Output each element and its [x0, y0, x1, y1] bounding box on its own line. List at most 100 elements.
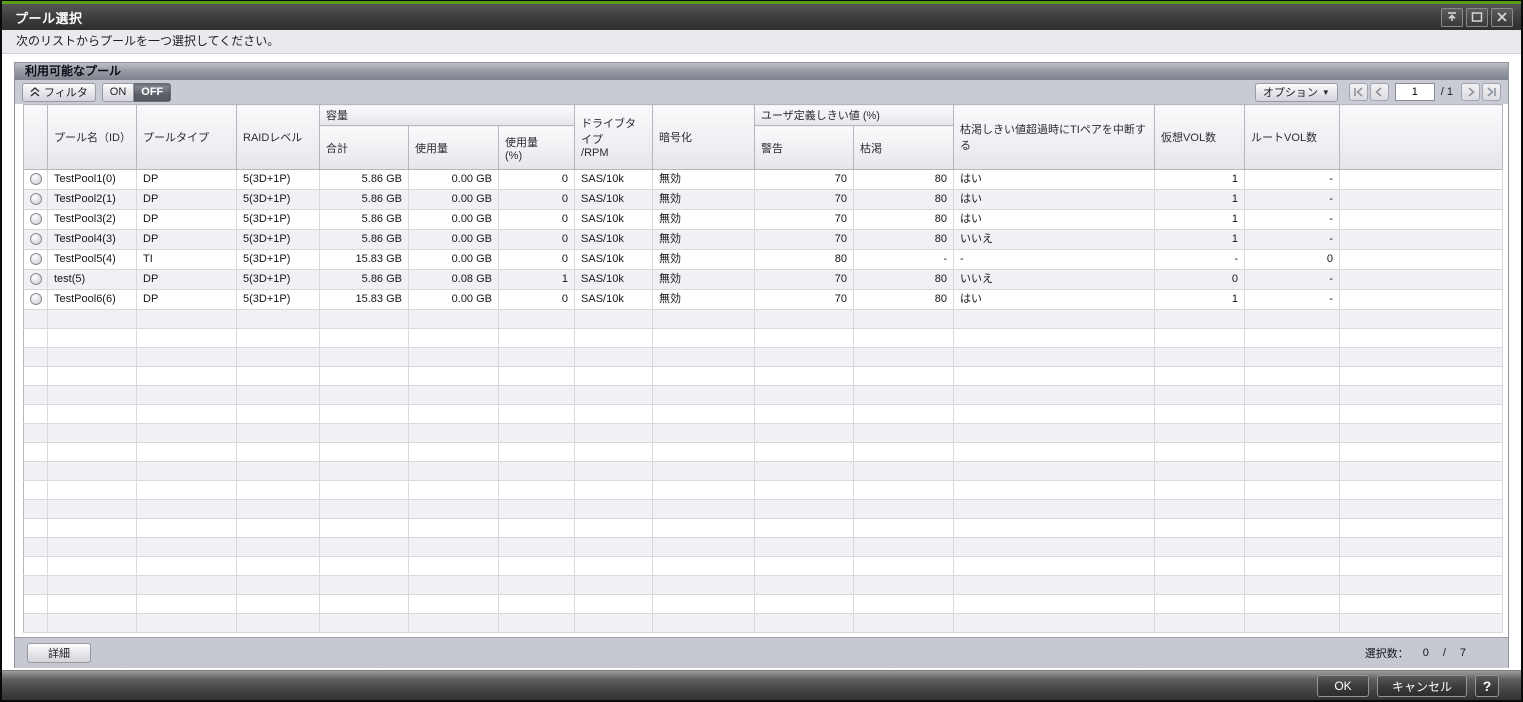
detail-button[interactable]: 詳細: [27, 643, 91, 663]
pool-row[interactable]: TestPool6(6) DP 5(3D+1P) 15.83 GB 0.00 GB 0 SA…: [23, 289, 1504, 310]
toolbar-right: オプション ▼ /: [1254, 82, 1501, 102]
cell-total: 15.83 GB: [319, 289, 409, 310]
empty-cell: [652, 328, 756, 348]
pool-row[interactable]: test(5) DP 5(3D+1P) 5.86 GB 0.08 GB 1 SAS/10k 無…: [23, 269, 1504, 290]
header-used-pct[interactable]: 使用量 (%): [498, 125, 576, 170]
ok-button[interactable]: OK: [1316, 675, 1369, 697]
pool-radio[interactable]: [29, 233, 42, 246]
empty-cell: [319, 347, 409, 367]
maximize-button[interactable]: [1466, 7, 1488, 27]
header-warning[interactable]: 警告: [754, 125, 855, 170]
cell-root_vols: -: [1244, 229, 1341, 250]
empty-cell: [652, 556, 756, 576]
cell-type: DP: [136, 189, 237, 210]
empty-row: [23, 518, 1504, 538]
empty-cell: [1154, 537, 1246, 557]
maximize-icon: [1471, 12, 1483, 22]
empty-cell: [652, 575, 756, 595]
empty-cell: [498, 613, 576, 633]
next-page-button[interactable]: [1461, 83, 1480, 101]
cell-drive: SAS/10k: [574, 229, 654, 250]
pool-row[interactable]: TestPool3(2) DP 5(3D+1P) 5.86 GB 0.00 GB 0 SAS…: [23, 209, 1504, 230]
header-pool-type[interactable]: プールタイプ: [136, 104, 237, 170]
cell-encryption: 無効: [652, 289, 756, 310]
empty-cell: [319, 442, 409, 462]
cell-suspend_ti: はい: [953, 209, 1156, 230]
empty-cell: [136, 480, 237, 500]
close-button[interactable]: [1491, 7, 1513, 27]
pool-radio[interactable]: [29, 173, 42, 186]
cancel-button[interactable]: キャンセル: [1376, 675, 1467, 697]
header-raid-level[interactable]: RAIDレベル: [236, 104, 320, 170]
pool-row[interactable]: TestPool1(0) DP 5(3D+1P) 5.86 GB 0.00 GB 0 SAS…: [23, 169, 1504, 190]
cell-used: 0.00 GB: [408, 289, 499, 310]
filter-on-button[interactable]: ON: [101, 82, 135, 102]
empty-cell: [652, 594, 756, 614]
cell-depletion: 80: [853, 269, 955, 290]
filter-button[interactable]: フィルタ: [22, 82, 96, 102]
empty-cell: [1339, 518, 1504, 538]
pool-radio[interactable]: [29, 253, 42, 266]
pool-radio[interactable]: [29, 193, 42, 206]
header-total[interactable]: 合計: [319, 125, 409, 170]
empty-cell: [319, 613, 409, 633]
prev-page-button[interactable]: [1369, 83, 1389, 101]
collapse-button[interactable]: [1441, 7, 1463, 27]
page-number-input[interactable]: [1394, 83, 1435, 101]
header-virtual-vols[interactable]: 仮想VOL数: [1154, 104, 1246, 170]
cell-filler: [1339, 169, 1504, 190]
cell-virtual_vols: 1: [1154, 229, 1246, 250]
empty-cell: [754, 404, 855, 424]
empty-cell: [1154, 518, 1246, 538]
empty-cell: [23, 594, 48, 614]
last-page-button[interactable]: [1482, 83, 1501, 101]
empty-cell: [953, 423, 1156, 443]
options-button[interactable]: オプション ▼: [1254, 82, 1338, 102]
header-depletion[interactable]: 枯渇: [853, 125, 955, 170]
empty-row: [23, 556, 1504, 576]
empty-cell: [408, 347, 499, 367]
header-suspend-ti[interactable]: 枯渇しきい値超過時にTIペアを中断する: [953, 104, 1156, 170]
header-drive-type[interactable]: ドライブタイプ /RPM: [574, 104, 654, 170]
pool-radio[interactable]: [29, 273, 42, 286]
header-root-vols[interactable]: ルートVOL数: [1244, 104, 1341, 170]
empty-cell: [236, 537, 320, 557]
empty-cell: [319, 309, 409, 329]
empty-cell: [47, 366, 137, 386]
empty-cell: [236, 347, 320, 367]
empty-cell: [1244, 594, 1341, 614]
empty-cell: [1154, 480, 1246, 500]
pool-row[interactable]: TestPool5(4) TI 5(3D+1P) 15.83 GB 0.00 GB 0 SA…: [23, 249, 1504, 270]
table-toolbar: フィルタ ON OFF オプション ▼: [15, 80, 1508, 104]
pool-radio[interactable]: [29, 213, 42, 226]
header-used[interactable]: 使用量: [408, 125, 499, 170]
empty-cell: [319, 518, 409, 538]
filter-off-button[interactable]: OFF: [134, 82, 172, 102]
cell-virtual_vols: 0: [1154, 269, 1246, 290]
header-encryption[interactable]: 暗号化: [652, 104, 756, 170]
empty-cell: [754, 385, 855, 405]
empty-cell: [574, 499, 654, 519]
pool-row[interactable]: TestPool4(3) DP 5(3D+1P) 5.86 GB 0.00 GB 0 SAS…: [23, 229, 1504, 250]
empty-cell: [319, 556, 409, 576]
selection-label: 選択数：: [1364, 648, 1409, 660]
empty-cell: [23, 575, 48, 595]
empty-cell: [236, 328, 320, 348]
first-page-button[interactable]: [1348, 83, 1368, 101]
cell-name: test(5): [47, 269, 137, 290]
cell-encryption: 無効: [652, 249, 756, 270]
header-group-user-threshold: ユーザ定義しきい値 (%): [754, 104, 955, 126]
empty-cell: [23, 423, 48, 443]
empty-cell: [408, 328, 499, 348]
cell-warning: 70: [754, 169, 855, 190]
empty-cell: [1244, 404, 1341, 424]
header-pool-name[interactable]: プール名（ID）: [47, 104, 137, 170]
pool-radio[interactable]: [29, 293, 42, 306]
pool-row[interactable]: TestPool2(1) DP 5(3D+1P) 5.86 GB 0.00 GB 0 SAS…: [23, 189, 1504, 210]
empty-cell: [136, 556, 237, 576]
empty-cell: [652, 461, 756, 481]
pool-radio-cell: [23, 249, 48, 270]
empty-cell: [319, 537, 409, 557]
help-button[interactable]: ?: [1475, 675, 1499, 697]
empty-cell: [953, 518, 1156, 538]
